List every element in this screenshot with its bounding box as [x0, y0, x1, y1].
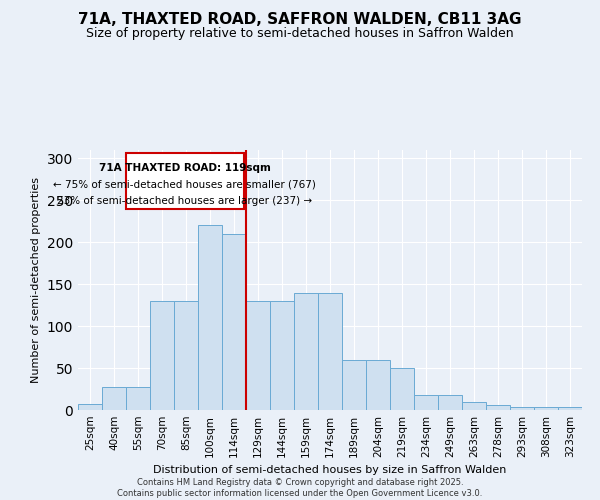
Bar [510, 408, 534, 410]
Bar [222, 234, 246, 410]
Bar [102, 388, 126, 410]
Bar [174, 301, 198, 410]
Bar [462, 402, 486, 410]
Text: 71A THAXTED ROAD: 119sqm: 71A THAXTED ROAD: 119sqm [99, 162, 271, 172]
Text: Contains HM Land Registry data © Crown copyright and database right 2025.
Contai: Contains HM Land Registry data © Crown c… [118, 478, 482, 498]
Bar [150, 301, 174, 410]
Bar [126, 388, 150, 410]
Bar [342, 360, 366, 410]
Y-axis label: Number of semi-detached properties: Number of semi-detached properties [31, 177, 41, 383]
X-axis label: Distribution of semi-detached houses by size in Saffron Walden: Distribution of semi-detached houses by … [154, 466, 506, 475]
Bar [294, 292, 318, 410]
Text: ← 75% of semi-detached houses are smaller (767): ← 75% of semi-detached houses are smalle… [53, 180, 316, 190]
Bar [318, 292, 342, 410]
Bar [270, 301, 294, 410]
FancyBboxPatch shape [126, 152, 244, 208]
Text: 71A, THAXTED ROAD, SAFFRON WALDEN, CB11 3AG: 71A, THAXTED ROAD, SAFFRON WALDEN, CB11 … [78, 12, 522, 28]
Bar [558, 408, 582, 410]
Text: 23% of semi-detached houses are larger (237) →: 23% of semi-detached houses are larger (… [57, 196, 313, 206]
Bar [534, 408, 558, 410]
Bar [390, 368, 414, 410]
Bar [198, 226, 222, 410]
Bar [246, 301, 270, 410]
Bar [486, 405, 510, 410]
Text: Size of property relative to semi-detached houses in Saffron Walden: Size of property relative to semi-detach… [86, 28, 514, 40]
Bar [366, 360, 390, 410]
Bar [414, 395, 438, 410]
Bar [438, 395, 462, 410]
Bar [78, 404, 102, 410]
